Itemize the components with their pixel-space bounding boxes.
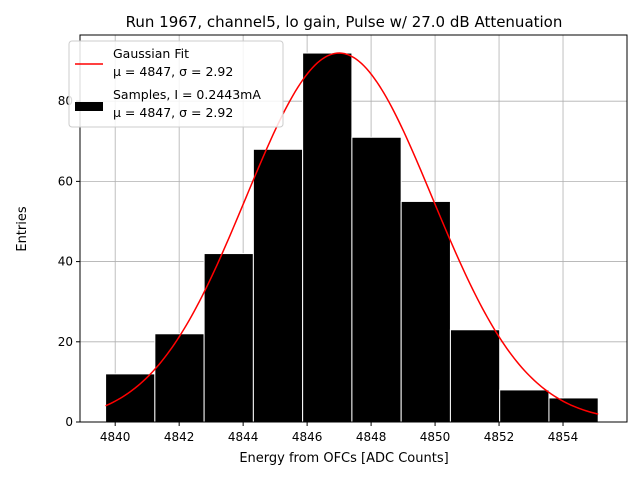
chart-title: Run 1967, channel5, lo gain, Pulse w/ 27… [126,13,563,31]
gaussian-fit [105,52,599,415]
legend-fit-stats: μ = 4847, σ = 2.92 [113,64,233,79]
histogram-bar [302,52,353,423]
x-axis-ticks: 4840 4842 4844 4846 4848 4850 4852 4854 [100,422,578,444]
histogram-bar [548,397,599,423]
histogram-bar [203,253,254,423]
x-tick-label: 4848 [356,430,387,444]
histogram-bar [351,136,402,423]
histogram-bar [449,329,501,423]
plot-frame [79,34,628,423]
y-axis-label: Entries [15,206,30,252]
y-tick-label: 60 [58,174,73,188]
legend-box [68,40,284,128]
histogram-bar [252,148,304,423]
x-tick-label: 4840 [100,430,131,444]
x-tick-label: 4852 [484,430,515,444]
histogram-bar [105,373,156,423]
y-tick-label: 20 [58,335,73,349]
y-tick-label: 40 [58,255,73,269]
histogram-bar [499,389,550,423]
gaussian-fit-line [105,52,599,415]
x-tick-label: 4842 [164,430,195,444]
histogram-bar [154,333,205,423]
x-tick-label: 4854 [548,430,579,444]
legend-fit-label: Gaussian Fit [113,46,189,61]
legend: Gaussian Fit μ = 4847, σ = 2.92 Samples,… [68,40,284,128]
x-tick-label: 4850 [420,430,451,444]
legend-samples-stats: μ = 4847, σ = 2.92 [113,105,233,120]
legend-samples-label: Samples, I = 0.2443mA [113,87,261,102]
histogram-bars [105,52,599,423]
y-tick-label: 0 [65,415,73,429]
x-tick-label: 4846 [292,430,323,444]
legend-samples-swatch [75,102,103,111]
histogram-bar [400,200,451,423]
x-axis-label: Energy from OFCs [ADC Counts] [239,451,448,466]
x-tick-label: 4844 [228,430,259,444]
